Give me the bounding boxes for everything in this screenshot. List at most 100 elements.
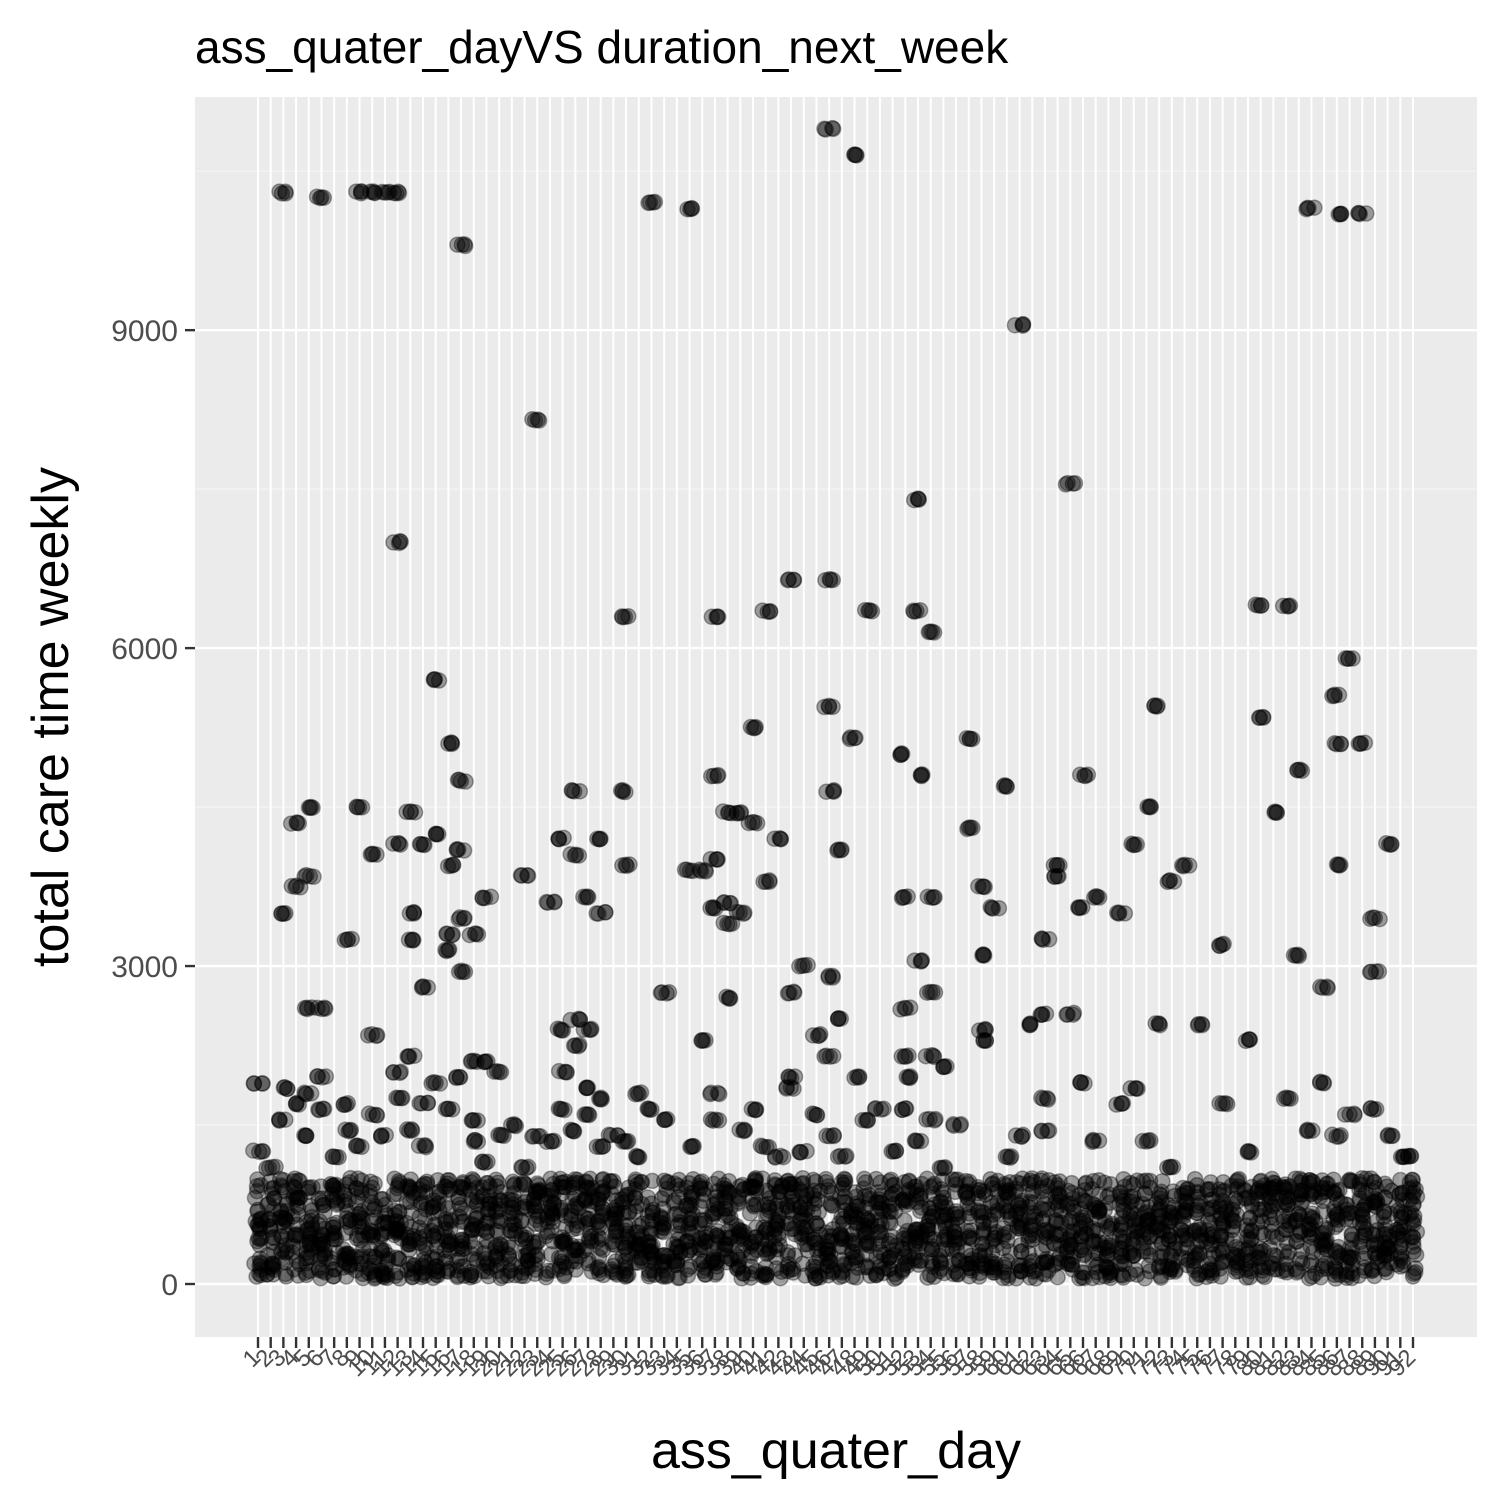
data-point bbox=[379, 1215, 397, 1232]
data-point bbox=[400, 931, 418, 949]
data-point bbox=[742, 718, 760, 736]
data-point bbox=[303, 1216, 321, 1234]
data-point bbox=[286, 1226, 304, 1244]
data-point bbox=[1268, 804, 1285, 821]
data-point bbox=[1318, 978, 1336, 996]
data-point bbox=[416, 1264, 433, 1281]
data-point bbox=[348, 1179, 365, 1197]
data-point bbox=[439, 1263, 457, 1280]
data-point bbox=[778, 1080, 795, 1097]
data-point bbox=[341, 1258, 358, 1276]
data-point bbox=[796, 957, 813, 974]
data-point bbox=[998, 778, 1015, 795]
data-point bbox=[387, 1213, 405, 1230]
data-point bbox=[258, 1265, 276, 1283]
data-point bbox=[401, 1181, 419, 1199]
data-point bbox=[440, 1100, 457, 1118]
data-point bbox=[658, 1110, 676, 1128]
data-point bbox=[1148, 698, 1166, 715]
data-point bbox=[844, 1268, 861, 1285]
data-point bbox=[302, 1198, 319, 1215]
data-point bbox=[289, 1206, 307, 1223]
data-point bbox=[335, 1192, 353, 1210]
data-point bbox=[314, 1196, 332, 1214]
data-point bbox=[325, 1177, 342, 1194]
data-point bbox=[413, 1265, 431, 1283]
data-point bbox=[1122, 1080, 1139, 1097]
data-point bbox=[360, 1105, 378, 1122]
data-point bbox=[1161, 872, 1178, 889]
data-point bbox=[379, 1252, 397, 1270]
data-point bbox=[248, 1182, 266, 1200]
data-point bbox=[415, 1243, 433, 1261]
data-point bbox=[298, 1244, 315, 1261]
data-point bbox=[354, 1269, 372, 1287]
data-point bbox=[251, 1237, 269, 1254]
data-point bbox=[341, 1211, 359, 1229]
data-point bbox=[374, 1225, 391, 1243]
data-point bbox=[315, 1196, 332, 1214]
data-point bbox=[579, 888, 596, 905]
data-point bbox=[360, 1225, 377, 1242]
data-point bbox=[284, 1188, 302, 1206]
data-point bbox=[342, 1211, 359, 1229]
data-point bbox=[920, 623, 938, 641]
data-point bbox=[265, 1189, 283, 1207]
data-point bbox=[297, 1085, 314, 1103]
data-point bbox=[400, 1229, 418, 1247]
data-point bbox=[425, 1192, 442, 1209]
data-point bbox=[373, 1228, 390, 1245]
data-point bbox=[277, 1237, 294, 1254]
data-point bbox=[363, 1179, 381, 1197]
data-point bbox=[654, 1223, 672, 1241]
data-point bbox=[273, 1228, 291, 1245]
data-point bbox=[329, 1194, 346, 1212]
data-point bbox=[312, 1247, 329, 1264]
data-point bbox=[379, 1247, 397, 1264]
data-point bbox=[403, 1204, 420, 1221]
data-point bbox=[367, 1249, 385, 1266]
data-point bbox=[375, 1213, 393, 1231]
data-point bbox=[556, 1101, 573, 1119]
data-point bbox=[284, 1208, 301, 1225]
data-point bbox=[897, 1000, 915, 1017]
data-point bbox=[328, 1196, 346, 1213]
data-point bbox=[476, 889, 494, 907]
data-point bbox=[403, 1269, 421, 1286]
data-point bbox=[411, 1234, 428, 1252]
data-point bbox=[334, 1259, 352, 1276]
data-point bbox=[401, 1179, 419, 1196]
data-point bbox=[349, 1188, 367, 1206]
data-point bbox=[310, 1238, 327, 1256]
data-point bbox=[388, 1089, 405, 1107]
data-point bbox=[894, 1261, 911, 1279]
data-point bbox=[1189, 1017, 1207, 1034]
data-point bbox=[314, 1235, 332, 1253]
data-point bbox=[387, 1223, 405, 1240]
data-point bbox=[348, 1230, 366, 1247]
data-point bbox=[682, 200, 699, 218]
data-point bbox=[881, 1248, 898, 1266]
data-point bbox=[424, 1228, 442, 1245]
data-point bbox=[265, 1179, 283, 1197]
data-point bbox=[938, 1058, 955, 1075]
data-point bbox=[273, 905, 290, 922]
data-point bbox=[336, 931, 354, 949]
data-point bbox=[1326, 687, 1343, 705]
data-point bbox=[378, 1206, 396, 1224]
data-point bbox=[361, 1183, 379, 1200]
data-point bbox=[400, 1177, 417, 1195]
data-point bbox=[907, 1252, 924, 1269]
data-point bbox=[1001, 1149, 1019, 1167]
data-point bbox=[417, 1201, 435, 1218]
data-point bbox=[441, 1232, 459, 1250]
data-point bbox=[1344, 650, 1361, 667]
data-point bbox=[300, 1183, 317, 1200]
data-point bbox=[251, 1218, 268, 1235]
data-point bbox=[335, 1252, 353, 1269]
data-point bbox=[436, 1178, 453, 1195]
data-point bbox=[512, 867, 530, 884]
data-point bbox=[285, 1261, 303, 1278]
data-point bbox=[312, 1178, 330, 1195]
data-point bbox=[389, 1179, 406, 1197]
